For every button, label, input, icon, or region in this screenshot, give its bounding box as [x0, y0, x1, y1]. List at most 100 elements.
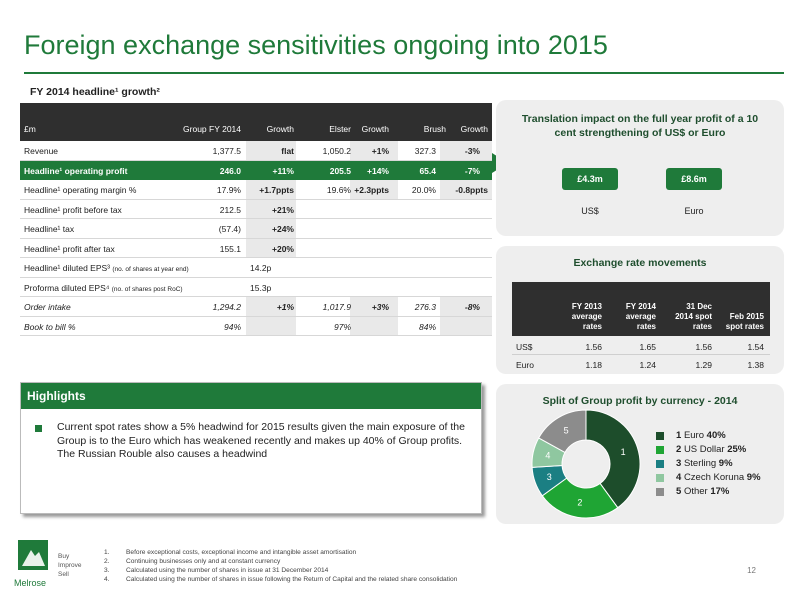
table-header: £m Group FY 2014 Growth Elster Growth Br… [20, 103, 492, 141]
orders-row: Book to bill % 94% 97% 84% [20, 316, 492, 336]
table-row: Headline¹ tax (57.4) +24% [20, 219, 492, 239]
footnote-text: Calculated using the number of shares in… [126, 576, 458, 583]
cell-brush: 327.3 [414, 146, 436, 156]
cell-elster: 97% [333, 321, 351, 332]
cell-growth: +1.7ppts [259, 185, 294, 195]
highlights-box: Highlights Current spot rates show a 5% … [20, 382, 482, 514]
pie-slice-number: 4 [545, 450, 550, 460]
cell-group: 212.5 [219, 204, 241, 215]
legend-value: 9% [718, 458, 733, 469]
row-label: Headline¹ operating profit [24, 165, 128, 176]
pie-slice-number: 2 [577, 498, 582, 508]
table-row: Revenue 1,377.5 flat 1,050.2 +1% 327.3 -… [20, 141, 492, 161]
legend-swatch [656, 460, 664, 468]
translation-panel: Translation impact on the full year prof… [496, 100, 784, 236]
eps-note: (no. of shares at year end) [112, 266, 189, 273]
tagline-line: Buy [58, 553, 70, 560]
rates-cell: 1.24 [639, 360, 656, 370]
footnote: 4. Calculated using the number of shares … [104, 575, 457, 584]
cell-group: 17.9% [216, 185, 241, 195]
pie-slice-5 [538, 409, 587, 454]
cell-growth: flat [281, 146, 294, 156]
tagline-line: Improve [58, 562, 82, 569]
eur-label: Euro [684, 206, 704, 216]
legend-category: Czech Koruna [683, 472, 745, 483]
growth-shade [246, 238, 296, 257]
cell-brush: 84% [418, 321, 436, 332]
legend-number: 5 [676, 486, 682, 497]
cell-growth: +3% [371, 302, 389, 312]
usd-label: US$ [581, 206, 599, 216]
rates-cell: 1.29 [695, 360, 712, 370]
cell-elster: 1,050.2 [322, 146, 351, 156]
cell-elster: 1,017.9 [322, 302, 351, 312]
brand-name: Melrose [14, 578, 47, 588]
rates-row: US$ 1.56 1.65 1.56 1.54 [512, 338, 770, 355]
footnote-number: 3. [104, 567, 110, 574]
rates-header-dec2014: 31 Dec 2014 spot rates [675, 302, 712, 331]
eur-impact-value: £8.6m [666, 168, 722, 190]
pie-slice-number: 5 [564, 425, 569, 435]
footnote-text: Before exceptional costs, exceptional in… [126, 549, 357, 556]
header-growth-elster: Growth [361, 124, 389, 134]
legend-value: 9% [746, 472, 761, 483]
cell-group: 1,377.5 [212, 146, 241, 156]
legend-swatch [656, 474, 664, 482]
row-label: Headline¹ profit after tax [24, 243, 115, 254]
page-number: 12 [747, 566, 756, 575]
growth-shade [246, 219, 296, 238]
rates-header: FY 2013 average rates FY 2014 average ra… [512, 282, 770, 336]
pie-slice-1 [585, 409, 641, 509]
header-currency: £m [24, 124, 36, 134]
legend-value: 40% [706, 430, 726, 441]
eps-orders-table: Headline¹ diluted EPS³ (no. of shares at… [20, 258, 492, 336]
header-elster: Elster [329, 124, 351, 134]
footnote-number: 4. [104, 576, 110, 583]
headline-growth-table: £m Group FY 2014 Growth Elster Growth Br… [20, 103, 492, 258]
currency-split-panel: Split of Group profit by currency - 2014 [496, 384, 784, 524]
legend-category: Other [683, 486, 708, 497]
cell-growth: +20% [272, 243, 294, 254]
rates-header-fy2013: FY 2013 average rates [571, 302, 602, 331]
row-label: Order intake [24, 302, 71, 312]
rates-cell: 1.56 [695, 342, 712, 352]
growth-shade [350, 141, 398, 160]
cell-growth: +2.3ppts [354, 185, 389, 195]
cell-growth: -3% [464, 146, 480, 156]
slide-title: Foreign exchange sensitivities ongoing i… [24, 30, 608, 60]
cell-group: 246.0 [219, 165, 241, 176]
growth-shade [350, 180, 398, 199]
eps-label: Headline¹ diluted EPS³ [24, 263, 110, 273]
rates-cell: 1.65 [639, 342, 656, 352]
legend-value: 17% [710, 486, 730, 497]
melrose-logo-icon [18, 540, 48, 570]
growth-shade [350, 297, 398, 316]
footnote-number: 1. [104, 549, 110, 556]
legend-swatch [656, 488, 664, 496]
footnote: 1. Before exceptional costs, exceptional … [104, 548, 457, 557]
header-group: Group FY 2014 [183, 124, 241, 134]
table-row: Headline¹ profit before tax 212.5 +21% [20, 199, 492, 219]
cell-growth: -8% [464, 302, 480, 312]
pie-slice-number: 1 [621, 447, 626, 457]
growth-shade [440, 180, 492, 199]
row-label: Headline¹ profit before tax [24, 204, 122, 215]
growth-shade [440, 141, 492, 160]
legend-number: 3 [676, 458, 682, 469]
table-subtitle: FY 2014 headline¹ growth² [30, 86, 160, 98]
legend-number: 2 [676, 444, 682, 455]
cell-growth: -0.8ppts [455, 185, 488, 195]
rates-cell: 1.38 [747, 360, 764, 370]
growth-shade [246, 316, 296, 335]
cell-growth: +11% [272, 165, 294, 176]
footnote-text: Continuing businesses only and at consta… [126, 558, 281, 565]
rates-cell: 1.18 [585, 360, 602, 370]
orders-row: Order intake 1,294.2 +1% 1,017.9 +3% 276… [20, 297, 492, 317]
tagline-line: Sell [58, 571, 69, 578]
rates-ccy: Euro [516, 360, 534, 370]
header-growth-brush: Growth [460, 124, 488, 134]
exchange-rates-panel: Exchange rate movements FY 2013 average … [496, 246, 784, 374]
eps-note: (no. of shares post RoC) [111, 285, 183, 293]
footnote-text: Calculated using the number of shares in… [126, 567, 329, 574]
legend-number: 4 [676, 472, 682, 483]
